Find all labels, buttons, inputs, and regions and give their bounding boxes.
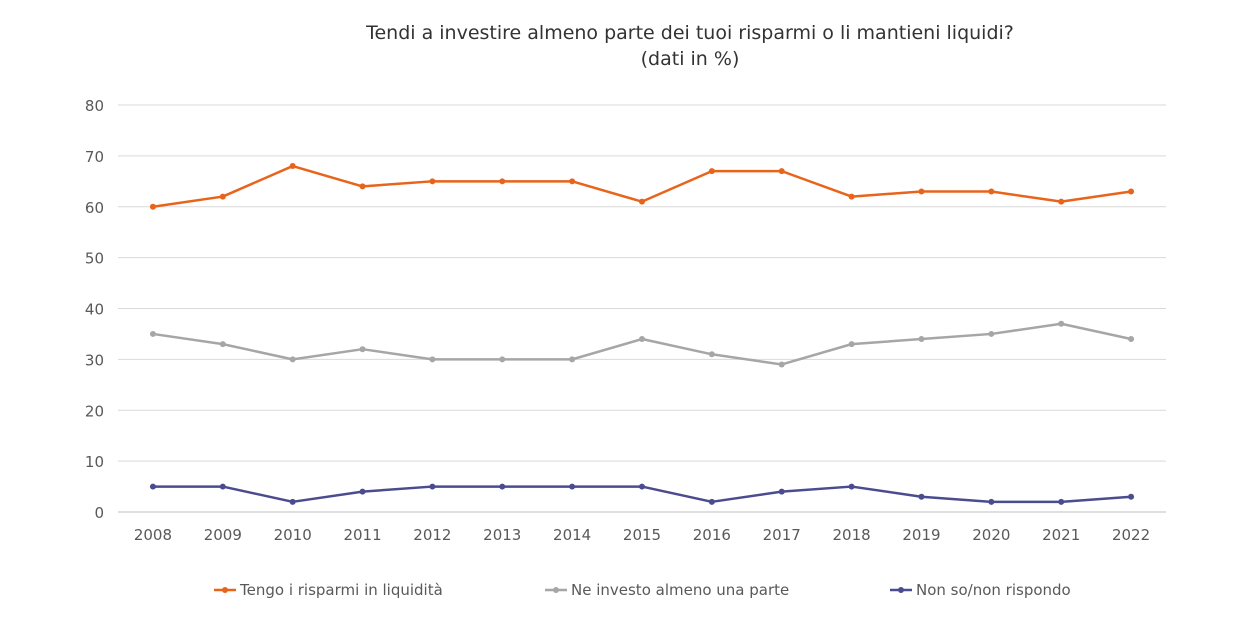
y-tick-label: 60 xyxy=(85,199,104,217)
data-point xyxy=(848,193,855,200)
x-tick-label: 2022 xyxy=(1112,526,1150,544)
data-point xyxy=(429,483,436,490)
data-point xyxy=(988,498,995,505)
data-point xyxy=(778,361,785,368)
series-line xyxy=(152,322,1132,366)
data-point xyxy=(918,336,925,343)
data-point xyxy=(219,193,226,200)
data-point xyxy=(429,356,436,363)
x-tick-label: 2020 xyxy=(972,526,1010,544)
data-point xyxy=(569,356,576,363)
data-point xyxy=(1128,493,1135,500)
data-point xyxy=(569,483,576,490)
x-tick-label: 2017 xyxy=(763,526,801,544)
x-tick-label: 2008 xyxy=(134,526,172,544)
data-point xyxy=(1058,198,1065,205)
data-point xyxy=(289,356,296,363)
y-tick-label: 10 xyxy=(85,453,104,471)
data-point xyxy=(219,341,226,348)
data-point xyxy=(708,351,715,358)
data-point xyxy=(639,198,645,205)
data-point xyxy=(359,183,366,190)
legend-label: Tengo i risparmi in liquidità xyxy=(239,581,443,599)
data-point xyxy=(1128,188,1135,195)
x-tick-label: 2010 xyxy=(274,526,312,544)
y-tick-label: 0 xyxy=(94,504,104,522)
data-point xyxy=(289,498,296,505)
data-point xyxy=(848,341,855,348)
x-tick-label: 2009 xyxy=(204,526,242,544)
data-point xyxy=(639,336,645,343)
data-point xyxy=(1058,320,1065,327)
data-point xyxy=(149,203,156,210)
data-point xyxy=(639,483,645,490)
x-tick-label: 2015 xyxy=(623,526,661,544)
x-tick-label: 2021 xyxy=(1042,526,1080,544)
legend-marker xyxy=(553,587,559,593)
data-point xyxy=(988,330,995,337)
data-point xyxy=(149,330,156,337)
data-point xyxy=(848,483,855,490)
y-tick-label: 40 xyxy=(85,301,104,319)
y-tick-label: 70 xyxy=(85,148,104,166)
data-point xyxy=(918,493,925,500)
data-point xyxy=(988,188,995,195)
data-point xyxy=(778,168,785,175)
chart-subtitle: (dati in %) xyxy=(640,48,740,70)
data-point xyxy=(149,483,156,490)
data-point xyxy=(219,483,226,490)
x-tick-label: 2013 xyxy=(483,526,521,544)
data-point xyxy=(429,178,436,185)
legend-marker xyxy=(898,587,904,593)
x-tick-label: 2019 xyxy=(902,526,940,544)
y-tick-label: 20 xyxy=(85,402,104,420)
data-point xyxy=(708,168,715,175)
data-point xyxy=(359,488,366,495)
y-tick-label: 80 xyxy=(85,97,104,115)
x-tick-label: 2014 xyxy=(553,526,591,544)
data-point xyxy=(1128,336,1135,343)
data-point xyxy=(708,498,715,505)
legend-marker xyxy=(222,587,228,593)
data-point xyxy=(359,346,366,353)
data-point xyxy=(499,483,506,490)
y-tick-label: 50 xyxy=(85,250,104,268)
x-tick-label: 2016 xyxy=(693,526,731,544)
x-tick-label: 2011 xyxy=(343,526,381,544)
data-point xyxy=(499,356,506,363)
y-tick-label: 30 xyxy=(85,351,104,369)
data-point xyxy=(1058,498,1065,505)
data-point xyxy=(289,163,296,170)
x-tick-label: 2018 xyxy=(833,526,871,544)
data-point xyxy=(499,178,506,185)
data-point xyxy=(569,178,576,185)
legend-label: Ne investo almeno una parte xyxy=(571,581,789,599)
data-point xyxy=(918,188,925,195)
data-point xyxy=(778,488,785,495)
legend-label: Non so/non rispondo xyxy=(916,581,1071,599)
chart-title: Tendi a investire almeno parte dei tuoi … xyxy=(366,22,1014,44)
x-tick-label: 2012 xyxy=(413,526,451,544)
